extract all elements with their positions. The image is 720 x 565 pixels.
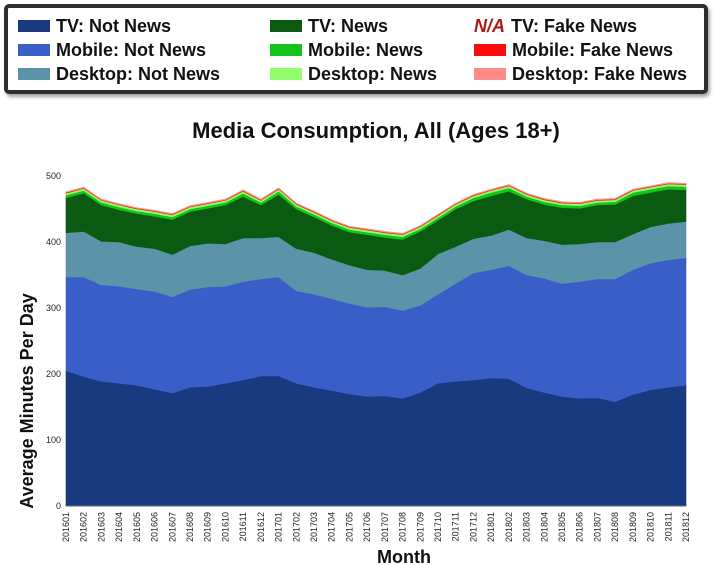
x-tick-label: 201607 [167,512,177,542]
legend-label: Desktop: News [308,63,438,84]
x-tick-label: 201608 [185,512,195,542]
legend-item-mobile-fake-news: Mobile: Fake News [474,39,673,61]
x-tick-label: 201705 [344,512,354,542]
y-tick-label: 300 [46,303,61,313]
x-tick-label: 201704 [327,512,337,542]
y-tick-label: 100 [46,435,61,445]
x-tick-label: 201602 [79,512,89,542]
y-tick-label: 0 [56,501,61,511]
area-desktop-fake-news [65,182,687,235]
x-tick-label: 201801 [486,512,496,542]
legend-item-desktop-news: Desktop: News [270,63,437,85]
legend-na-marker: N/A [474,15,505,36]
x-tick-label: 201807 [592,512,602,542]
legend: TV: Not News TV: News N/A TV: Fake News … [4,4,708,94]
legend-item-tv-not-news: TV: Not News [18,15,171,37]
x-tick-label: 201605 [132,512,142,542]
x-tick-label: 201812 [681,512,691,542]
x-tick-label: 201609 [203,512,213,542]
legend-swatch [18,20,50,32]
x-tick-label: 201603 [96,512,106,542]
legend-label: TV: Fake News [511,15,638,36]
x-tick-label: 201610 [220,512,230,542]
chart-title: Media Consumption, All (Ages 18+) [192,118,560,143]
legend-swatch [474,68,506,80]
x-tick-label: 201701 [274,512,284,542]
legend-item-desktop-fake-news: Desktop: Fake News [474,63,687,85]
y-axis-label: Average Minutes Per Day [17,293,37,508]
x-tick-label: 201712 [468,512,478,542]
x-tick-label: 201601 [61,512,71,542]
x-tick-label: 201804 [539,512,549,542]
legend-item-desktop-not-news: Desktop: Not News [18,63,220,85]
legend-swatch [270,44,302,56]
x-tick-label: 201805 [557,512,567,542]
x-tick-label: 201808 [610,512,620,542]
area-layers [65,182,687,507]
x-tick-label: 201710 [433,512,443,542]
x-tick-label: 201606 [150,512,160,542]
x-ticks: 201601 201602 201603 201604 201605 201606 2016… [61,512,691,542]
legend-label: Desktop: Not News [56,63,221,84]
chart: Media Consumption, All (Ages 18+) Averag… [17,118,691,565]
x-tick-label: 201802 [504,512,514,542]
x-tick-label: 201809 [628,512,638,542]
x-tick-label: 201707 [380,512,390,542]
x-tick-label: 201803 [522,512,532,542]
x-tick-label: 201811 [663,512,673,541]
legend-swatch [18,44,50,56]
x-tick-label: 201708 [398,512,408,542]
legend-item-mobile-news: Mobile: News [270,39,423,61]
y-ticks: 0 100 200 300 400 500 [46,171,61,511]
x-tick-label: 201709 [415,512,425,542]
x-axis-label: Month [377,547,431,565]
x-tick-label: 201706 [362,512,372,542]
x-tick-label: 201612 [256,512,266,542]
legend-label: TV: Not News [56,15,172,36]
x-tick-label: 201702 [291,512,301,542]
legend-label: Mobile: Fake News [512,39,674,60]
legend-swatch [270,68,302,80]
legend-label: Desktop: Fake News [512,63,688,84]
legend-label: TV: News [308,15,389,36]
legend-swatch [18,68,50,80]
y-tick-label: 200 [46,369,61,379]
x-tick-label: 201810 [646,512,656,542]
legend-swatch [474,44,506,56]
x-tick-label: 201611 [238,512,248,541]
legend-item-tv-news: TV: News [270,15,388,37]
x-tick-label: 201711 [451,512,461,541]
y-tick-label: 400 [46,237,61,247]
legend-item-tv-fake-news: N/A TV: Fake News [474,15,637,37]
y-tick-label: 500 [46,171,61,181]
legend-item-mobile-not-news: Mobile: Not News [18,39,206,61]
x-tick-label: 201604 [114,512,124,542]
legend-swatch [270,20,302,32]
x-tick-label: 201806 [575,512,585,542]
legend-label: Mobile: Not News [56,39,207,60]
x-tick-label: 201703 [309,512,319,542]
legend-label: Mobile: News [308,39,424,60]
